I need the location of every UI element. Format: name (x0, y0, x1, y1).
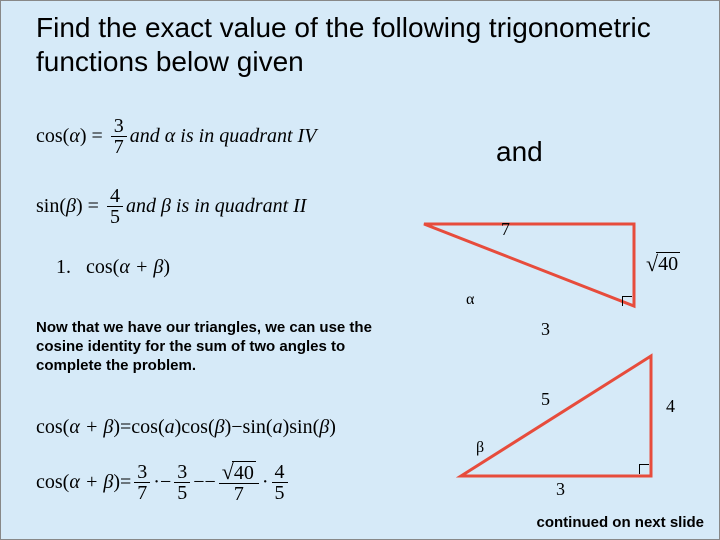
arg: β (319, 416, 329, 439)
hypotenuse-label: 7 (501, 219, 510, 240)
explanation-text: Now that we have our triangles, we can u… (36, 319, 376, 375)
arg: a (165, 416, 175, 439)
fraction-3-7: 3 7 (111, 116, 127, 157)
problem-item-1: 1. cos(α + β) (56, 256, 170, 279)
fraction-4-5: 4 5 (107, 186, 123, 227)
arg: α + β (69, 471, 113, 494)
angle-alpha-label: α (466, 291, 474, 309)
triangle-beta (456, 351, 656, 481)
numerator: 3 (174, 462, 190, 483)
denominator: 7 (231, 484, 247, 504)
slide-title: Find the exact value of the following tr… (36, 11, 676, 78)
continued-footer: continued on next slide (536, 514, 704, 531)
radicand: 40 (232, 461, 256, 484)
func-cos: cos (86, 256, 113, 279)
func-cos: cos (36, 471, 63, 494)
fraction: 3 7 (134, 462, 150, 503)
neg: − (205, 471, 216, 494)
opposite-label: 4 (666, 396, 675, 417)
term: sin (289, 416, 312, 439)
minus: − (193, 471, 204, 494)
denominator: 5 (174, 483, 190, 503)
angle-beta-label: β (476, 439, 484, 457)
right-angle-icon (622, 296, 632, 306)
dot: · (262, 471, 269, 494)
dot: · (153, 471, 160, 494)
term: cos (181, 416, 208, 439)
term: cos (131, 416, 158, 439)
quadrant-text: and β is in quadrant II (126, 195, 307, 218)
equals: = (120, 471, 131, 494)
arg-beta: β (66, 195, 76, 218)
opposite-label-sqrt: √40 (646, 251, 680, 277)
and-conjunction: and (496, 136, 543, 168)
func-cos: cos (36, 416, 63, 439)
equation-sin-beta: sin(β) = 4 5 and β is in quadrant II (36, 186, 306, 227)
arg-alpha-plus-beta: α + β (119, 256, 163, 279)
fraction: 3 5 (174, 462, 190, 503)
neg: − (160, 471, 171, 494)
right-angle-icon (639, 464, 649, 474)
cosine-sum-identity: cos(α + β) = cos(a) cos(β) − sin(a) sin(… (36, 416, 336, 439)
fraction: 4 5 (272, 462, 288, 503)
triangle-alpha (419, 219, 639, 311)
hypotenuse-label: 5 (541, 389, 550, 410)
fraction-sqrt: √40 7 (219, 461, 259, 504)
term: sin (243, 416, 266, 439)
minus: − (231, 416, 242, 439)
func-cos: cos (36, 125, 63, 148)
equation-cos-alpha: cos(α) = 3 7 and α is in quadrant IV (36, 116, 316, 157)
arg: α + β (69, 416, 113, 439)
numerator: √40 (219, 461, 259, 484)
radicand: 40 (656, 252, 680, 276)
item-number: 1. (56, 256, 71, 279)
adjacent-label: 3 (541, 319, 550, 340)
denominator: 7 (111, 137, 127, 157)
denominator: 7 (134, 483, 150, 503)
numerator: 3 (111, 116, 127, 137)
numerator: 4 (272, 462, 288, 483)
denominator: 5 (272, 483, 288, 503)
numerator: 3 (134, 462, 150, 483)
equals: = (120, 416, 131, 439)
denominator: 5 (107, 207, 123, 227)
numerator: 4 (107, 186, 123, 207)
arg: a (273, 416, 283, 439)
func-sin: sin (36, 195, 59, 218)
quadrant-text: and α is in quadrant IV (130, 125, 317, 148)
substitution-equation: cos(α + β) = 3 7 · − 3 5 − − √40 7 · 4 5 (36, 461, 291, 504)
arg-alpha: α (69, 125, 80, 148)
adjacent-label: 3 (556, 479, 565, 500)
arg: β (215, 416, 225, 439)
